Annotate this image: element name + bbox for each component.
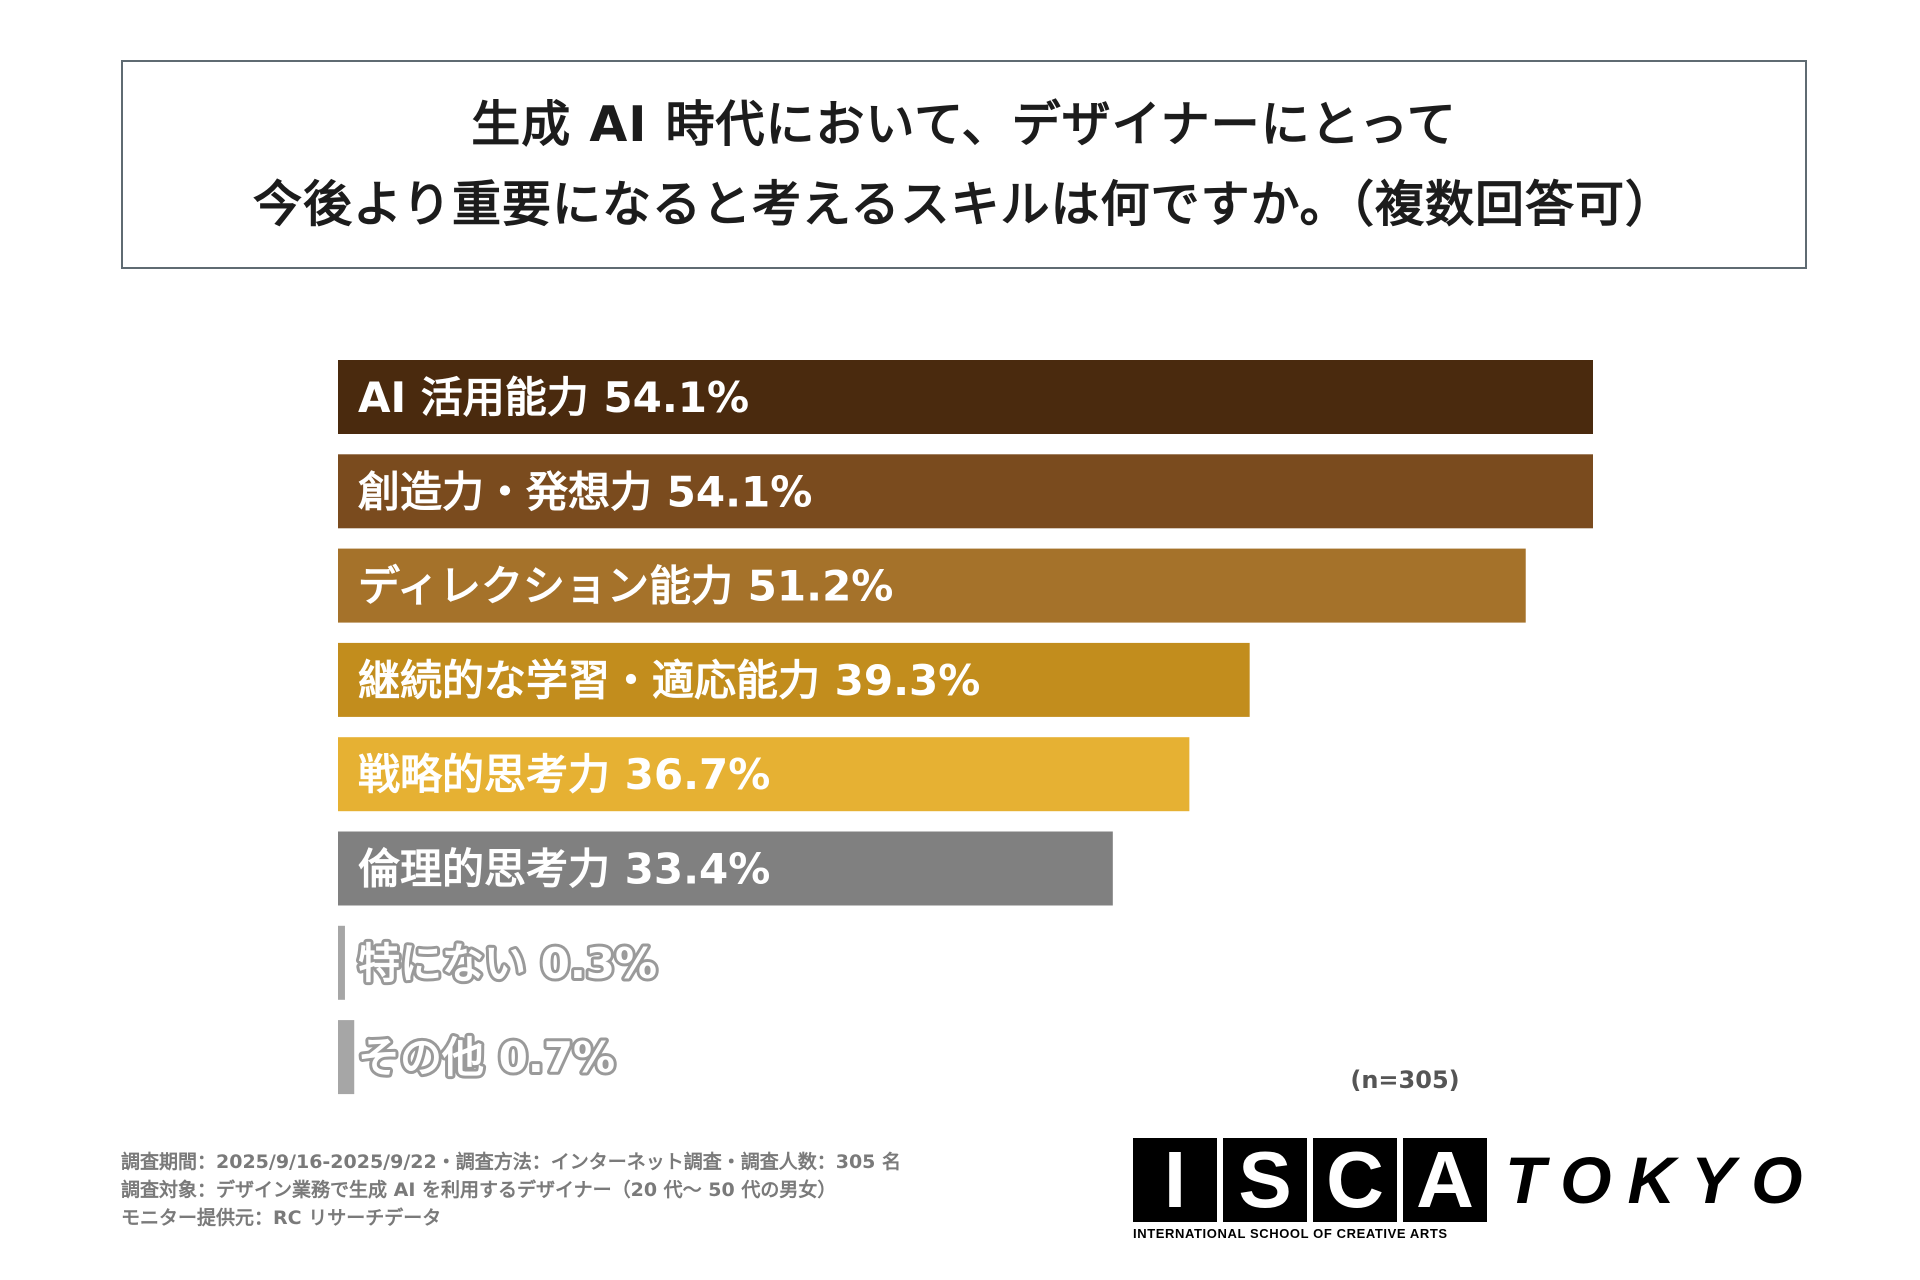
survey-target-note: 調査対象：デザイン業務で生成 AI を利用するデザイナー（20 代〜 50 代の… [121,1179,837,1201]
sample-size-label: (n=305) [1350,1066,1460,1094]
logo-letter-c: C [1313,1138,1397,1222]
survey-notes: 調査期間：2025/9/16-2025/9/22・調査方法：インターネット調査・… [121,1148,901,1232]
survey-provider-note: モニター提供元：RC リサーチデータ [121,1207,442,1229]
chart-title-line-2: 今後より重要になると考えるスキルは何ですか。（複数回答可） [252,175,1676,233]
logo-subtitle: INTERNATIONAL SCHOOL OF CREATIVE ARTS [1133,1226,1448,1241]
logo-tokyo-text: TOKYO [1505,1143,1819,1217]
bar-4 [338,737,1190,812]
bar-label-7: その他 0.7% [358,1033,615,1082]
chart-title-line-1: 生成 AI 時代において、デザイナーにとって [471,95,1457,153]
logo-letter-i: I [1133,1138,1217,1222]
bar-label-4: 戦略的思考力 36.7% [358,750,770,799]
logo-letter-s: S [1223,1138,1307,1222]
bar-label-3: 継続的な学習・適応能力 39.3% [358,656,980,705]
bar-label-6: 特にない 0.3% [358,939,657,988]
bar-0 [338,360,1593,434]
logo-letter-a: A [1403,1138,1487,1222]
bar-5 [338,831,1113,906]
bar-1 [338,454,1593,529]
bar-label-0: AI 活用能力 54.1% [358,373,749,422]
bar-2 [338,548,1526,623]
survey-period-note: 調査期間：2025/9/16-2025/9/22・調査方法：インターネット調査・… [121,1151,902,1173]
logo-letter-boxes: I S C A [1133,1138,1487,1222]
title-box: 生成 AI 時代において、デザイナーにとって 今後より重要になると考えるスキルは… [121,60,1807,269]
bar-6 [338,925,345,1000]
bar-label-5: 倫理的思考力 33.4% [358,845,770,894]
bar-chart: AI 活用能力 54.1% 創造力・発想力 54.1% ディレクション能力 51.2… [338,360,1593,1095]
isca-tokyo-logo: I S C A TOKYO INTERNATIONAL SCHOOL OF CR… [1133,1138,1813,1241]
bar-3 [338,642,1250,717]
bar-7 [338,1020,355,1095]
bar-label-2: ディレクション能力 51.2% [358,562,893,611]
bar-label-1: 創造力・発想力 54.1% [358,467,812,516]
